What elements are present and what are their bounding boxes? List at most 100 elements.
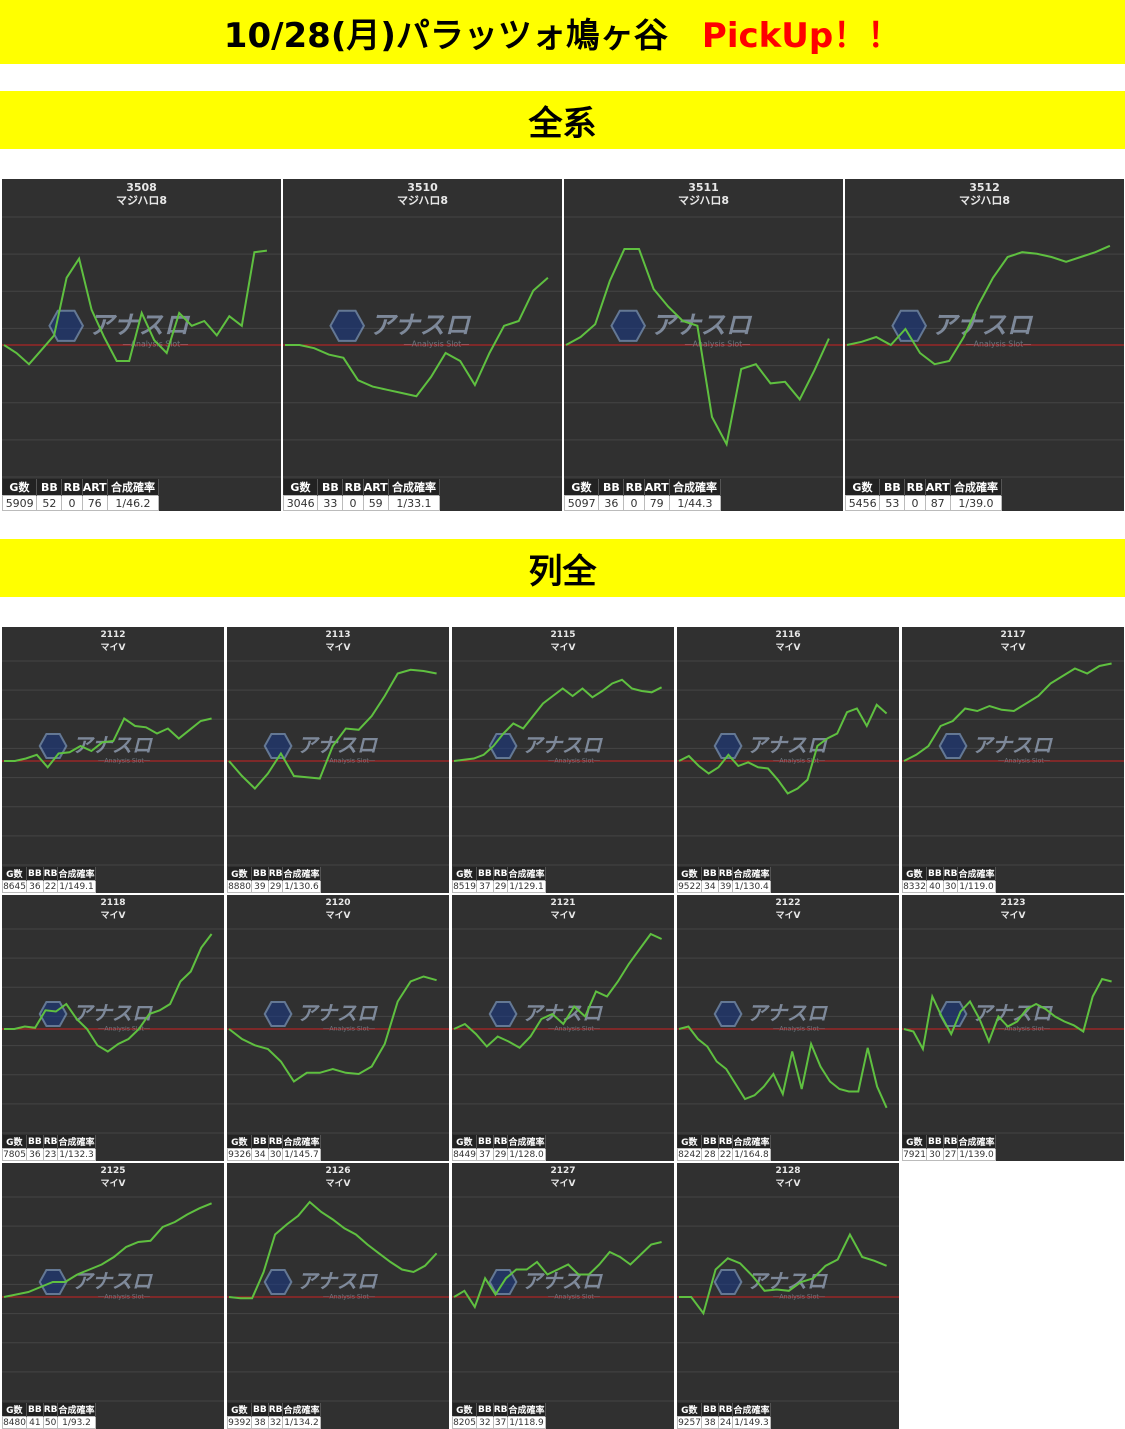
series-line bbox=[678, 703, 888, 795]
section-title: 全系 bbox=[528, 103, 597, 144]
machine-header: 2117 マイV bbox=[902, 629, 1124, 655]
stats-value-row: 7805 36 23 1/132.3 bbox=[2, 1148, 96, 1161]
machine-model: マイV bbox=[325, 643, 351, 653]
stats-header: RB bbox=[718, 1135, 734, 1149]
watermark-logo: アナスロ―Analysis Slot― bbox=[263, 1269, 379, 1301]
slump-graph: アナスロ―Analysis Slot― bbox=[2, 660, 224, 866]
series-line bbox=[565, 248, 830, 448]
stats-value: 36 bbox=[26, 1148, 44, 1161]
stats-value: 23 bbox=[42, 1148, 59, 1161]
stats-value: 1/128.0 bbox=[507, 1148, 546, 1161]
slump-graph: アナスロ―Analysis Slot― bbox=[2, 1196, 224, 1402]
machine-model: マジハロ8 bbox=[116, 194, 167, 207]
watermark-logo: アナスロ―Analysis Slot― bbox=[38, 733, 154, 765]
machine-panel: 2126 マイV アナスロ ―Analysis Slot― G数 BB RB 合成確率 9392… bbox=[227, 1163, 449, 1429]
slump-graph: アナスロ―Analysis Slot― bbox=[452, 928, 674, 1134]
watermark-logo: アナスロ―Analysis Slot― bbox=[263, 733, 379, 765]
watermark-logo: アナスロ―Analysis Slot― bbox=[610, 309, 753, 349]
machine-number: 2113 bbox=[325, 630, 351, 640]
machine-model: マイV bbox=[550, 1179, 576, 1189]
stats-header: G数 bbox=[227, 1403, 253, 1417]
stats-value: 1/33.1 bbox=[387, 495, 441, 511]
stats-header-row: G数 BB RB 合成確率 bbox=[677, 1403, 771, 1417]
slump-graph: アナスロ―Analysis Slot― bbox=[283, 216, 562, 478]
machine-panel: 3512 マジハロ8 アナスロ ―Analysis Slot― G数 BB RB ART 合成確… bbox=[845, 179, 1124, 511]
stats-header-row: G数 BB RB 合成確率 bbox=[677, 1135, 771, 1149]
series-line bbox=[903, 977, 1112, 1052]
machine-header: 2116 マイV bbox=[677, 629, 899, 655]
stats-value: 52 bbox=[36, 495, 63, 511]
stats-table: G数 BB RB ART 合成確率 5909 52 0 76 1/46.2 bbox=[2, 479, 160, 511]
stats-header-row: G数 BB RB 合成確率 bbox=[452, 1403, 546, 1417]
section-banner-zenkei: 全系 bbox=[0, 91, 1125, 149]
watermark-logo-name: アナスロ bbox=[72, 1269, 154, 1293]
series-line bbox=[453, 1241, 662, 1310]
stats-header: RB bbox=[43, 1403, 59, 1417]
stats-header: ART bbox=[644, 479, 670, 496]
machine-header: 2118 マイV bbox=[2, 897, 224, 923]
stats-header: RB bbox=[493, 867, 509, 881]
machine-header: 2112 マイV bbox=[2, 629, 224, 655]
machine-model: マジハロ8 bbox=[678, 194, 729, 207]
machine-number: 2112 bbox=[100, 630, 126, 640]
machine-panel: 2127 マイV アナスロ ―Analysis Slot― G数 BB RB 合成確率 8205… bbox=[452, 1163, 674, 1429]
stats-table: G数 BB RB 合成確率 8480 41 50 1/93.2 bbox=[2, 1403, 96, 1429]
stats-header: BB bbox=[251, 1403, 269, 1417]
stats-header-row: G数 BB RB 合成確率 bbox=[452, 867, 546, 881]
hex-icon bbox=[713, 1269, 743, 1295]
stats-value: 30 bbox=[267, 1148, 284, 1161]
stats-header-row: G数 BB RB 合成確率 bbox=[2, 867, 96, 881]
stats-value: 29 bbox=[492, 1148, 509, 1161]
slump-graph: アナスロ―Analysis Slot― bbox=[2, 216, 281, 478]
stats-header: BB bbox=[476, 1403, 494, 1417]
stats-value: 34 bbox=[701, 880, 719, 893]
watermark-logo-name: アナスロ bbox=[747, 1001, 829, 1025]
stats-value: 1/39.0 bbox=[949, 495, 1003, 511]
stats-value-row: 7921 30 27 1/139.0 bbox=[902, 1148, 996, 1161]
machine-number: 3512 bbox=[969, 181, 1000, 194]
stats-header: RB bbox=[493, 1403, 509, 1417]
stats-value: 50 bbox=[42, 1416, 59, 1429]
watermark-sub: ―Analysis Slot― bbox=[773, 1294, 826, 1301]
series-line bbox=[679, 1232, 887, 1316]
series-line bbox=[228, 975, 437, 1083]
stats-header: 合成確率 bbox=[282, 1135, 321, 1149]
stats-table: G数 BB RB 合成確率 7805 36 23 1/132.3 bbox=[2, 1135, 96, 1161]
stats-header: BB bbox=[36, 479, 63, 496]
series-line bbox=[4, 717, 212, 769]
stats-header-row: G数 BB RB ART 合成確率 bbox=[283, 479, 441, 496]
stats-header: RB bbox=[943, 1135, 959, 1149]
stats-table: G数 BB RB 合成確率 8519 37 29 1/129.1 bbox=[452, 867, 546, 893]
hex-icon bbox=[263, 733, 293, 759]
page-title: 10/28(月)パラッツォ鳩ヶ谷 bbox=[223, 15, 668, 56]
series-line bbox=[285, 277, 549, 398]
stats-table: G数 BB RB 合成確率 8205 32 37 1/118.9 bbox=[452, 1403, 546, 1429]
hex-icon bbox=[488, 733, 518, 759]
machine-number: 3510 bbox=[407, 181, 438, 194]
stats-value: 1/145.7 bbox=[282, 1148, 321, 1161]
stats-value-row: 8880 39 29 1/130.6 bbox=[227, 880, 321, 893]
stats-value: 8480 bbox=[2, 1416, 28, 1429]
stats-value: 36 bbox=[26, 880, 44, 893]
machine-panel: 2120 マイV アナスロ ―Analysis Slot― G数 BB RB 合成確率 9326… bbox=[227, 895, 449, 1161]
stats-header: RB bbox=[342, 479, 364, 496]
machine-number: 2122 bbox=[775, 898, 801, 908]
watermark-sub: ―Analysis Slot― bbox=[773, 1026, 826, 1033]
stats-value: 59 bbox=[362, 495, 389, 511]
stats-header: 合成確率 bbox=[57, 1135, 96, 1149]
stats-table: G数 BB RB 合成確率 8449 37 29 1/128.0 bbox=[452, 1135, 546, 1161]
stats-value-row: 9326 34 30 1/145.7 bbox=[227, 1148, 321, 1161]
watermark-logo: アナスロ―Analysis Slot― bbox=[329, 309, 472, 349]
stats-header: 合成確率 bbox=[282, 1403, 321, 1417]
stats-header: RB bbox=[268, 867, 284, 881]
watermark-logo: アナスロ―Analysis Slot― bbox=[48, 309, 191, 349]
stats-header: BB bbox=[251, 1135, 269, 1149]
stats-header-row: G数 BB RB 合成確率 bbox=[677, 867, 771, 881]
stats-value: 0 bbox=[623, 495, 645, 511]
hex-icon bbox=[610, 309, 647, 342]
machine-model: マイV bbox=[100, 911, 126, 921]
stats-header: G数 bbox=[845, 479, 881, 496]
stats-header: RB bbox=[268, 1135, 284, 1149]
slump-graph: アナスロ―Analysis Slot― bbox=[677, 660, 899, 866]
stats-value: 8205 bbox=[452, 1416, 478, 1429]
